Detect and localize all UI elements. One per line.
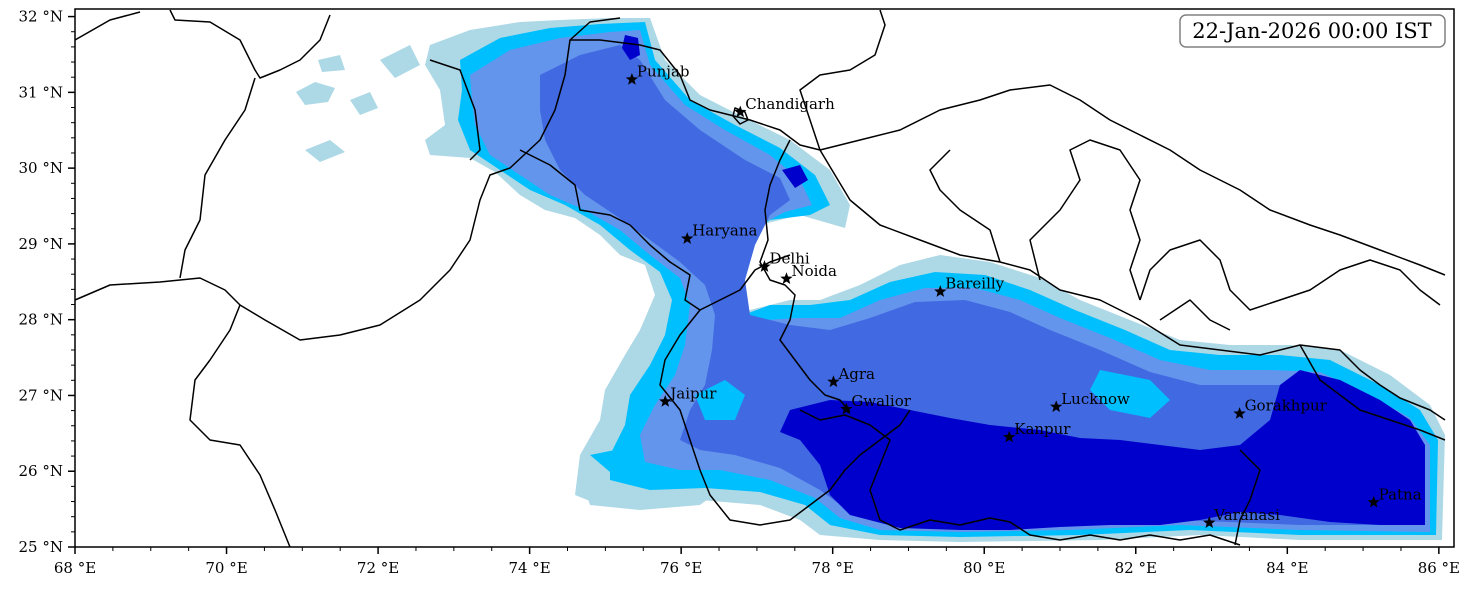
pakistan-interior-3 bbox=[189, 304, 291, 547]
precipitation-layer bbox=[296, 18, 1445, 542]
precip-level-4-hole-a bbox=[695, 380, 745, 420]
city-label-delhi: Delhi bbox=[770, 250, 810, 268]
city-star-icon-lucknow bbox=[1050, 400, 1063, 413]
pakistan-interior-1 bbox=[169, 9, 331, 79]
city-label-patna: Patna bbox=[1379, 485, 1422, 503]
y-tick-label: 26 °N bbox=[19, 462, 63, 480]
x-tick-label: 86 °E bbox=[1418, 559, 1460, 577]
city-label-gorakhpur: Gorakhpur bbox=[1245, 397, 1328, 415]
x-tick-label: 72 °E bbox=[357, 559, 399, 577]
city-label-haryana: Haryana bbox=[692, 222, 757, 240]
nepal-north-border bbox=[819, 84, 1446, 276]
city-label-kanpur: Kanpur bbox=[1014, 420, 1071, 438]
x-tick-label: 80 °E bbox=[963, 559, 1005, 577]
city-label-noida: Noida bbox=[791, 262, 837, 280]
city-label-gwalior: Gwalior bbox=[851, 392, 911, 410]
nepal-districts-1 bbox=[1029, 139, 1141, 301]
x-tick-label: 76 °E bbox=[660, 559, 702, 577]
precip-level-5 bbox=[780, 370, 1425, 530]
y-tick-label: 31 °N bbox=[19, 83, 63, 101]
y-tick-label: 32 °N bbox=[19, 8, 63, 26]
y-tick-label: 25 °N bbox=[19, 538, 63, 556]
delhi-up-border bbox=[759, 139, 851, 413]
up-nepal-border bbox=[819, 149, 1446, 421]
city-star-icon-punjab bbox=[625, 72, 639, 85]
timestamp-box: 22-Jan-2026 00:00 IST bbox=[1179, 14, 1446, 48]
city-star-icon-varanasi bbox=[1203, 516, 1216, 529]
boundary-layer bbox=[75, 9, 1446, 547]
city-star-icon-agra bbox=[827, 375, 840, 388]
bihar-north bbox=[1299, 344, 1446, 441]
tibet-border bbox=[799, 9, 886, 151]
haryana-rajasthan-border bbox=[519, 149, 791, 311]
precip-level-5-east-blob bbox=[1300, 460, 1330, 488]
x-tick-label: 82 °E bbox=[1115, 559, 1157, 577]
timestamp-text: 22-Jan-2026 00:00 IST bbox=[1192, 19, 1431, 43]
city-label-varanasi: Varanasi bbox=[1213, 506, 1280, 524]
x-tick-label: 74 °E bbox=[508, 559, 550, 577]
precip-level-4 bbox=[540, 45, 1425, 528]
city-star-icon-patna bbox=[1367, 495, 1380, 508]
nepal-districts-2 bbox=[1139, 239, 1441, 311]
city-star-icon-bareilly bbox=[934, 285, 947, 297]
city-label-chandigarh: Chandigarh bbox=[745, 95, 835, 113]
x-tick-label: 84 °E bbox=[1266, 559, 1308, 577]
city-star-icon-haryana bbox=[681, 232, 694, 244]
timestamp-frame bbox=[1179, 14, 1446, 48]
city-label-lucknow: Lucknow bbox=[1061, 390, 1130, 408]
city-star-icon-noida bbox=[780, 272, 793, 285]
city-star-icon-jaipur bbox=[659, 395, 672, 407]
city-label-jaipur: Jaipur bbox=[668, 385, 717, 403]
city-label-agra: Agra bbox=[837, 365, 875, 383]
nepal-districts-4 bbox=[929, 149, 1001, 263]
precip-level-1-west bbox=[296, 45, 420, 162]
axis-ticks: 68 °E 70 °E 72 °E 74 °E 76 °E 78 °E 80 °E 82 °E… bbox=[19, 8, 1460, 577]
up-mp-border bbox=[799, 409, 1241, 546]
x-tick-label: 78 °E bbox=[812, 559, 854, 577]
pakistan-interior-4 bbox=[429, 59, 481, 161]
pakistan-interior-2 bbox=[179, 77, 256, 279]
y-tick-label: 28 °N bbox=[19, 311, 63, 329]
x-tick-label: 68 °E bbox=[54, 559, 96, 577]
precip-level-4-hole-b bbox=[1090, 370, 1170, 418]
plot-frame bbox=[74, 8, 1455, 548]
international-border-west bbox=[75, 17, 621, 341]
city-star-icon-kanpur bbox=[1003, 430, 1016, 443]
city-label-punjab: Punjab bbox=[637, 62, 690, 80]
bihar-up-border bbox=[1234, 449, 1261, 546]
rajasthan-mp-border bbox=[659, 309, 911, 526]
city-label-bareilly: Bareilly bbox=[945, 275, 1004, 293]
precip-level-5-mid-blob bbox=[782, 165, 808, 188]
border-north-1 bbox=[75, 11, 141, 41]
x-tick-label: 70 °E bbox=[205, 559, 247, 577]
y-tick-label: 29 °N bbox=[19, 235, 63, 253]
city-star-icon-chandigarh bbox=[734, 105, 747, 118]
punjab-border bbox=[570, 39, 821, 151]
precip-level-5-north-blob bbox=[622, 35, 640, 60]
y-tick-label: 27 °N bbox=[19, 386, 63, 404]
nepal-districts-3 bbox=[1159, 299, 1231, 331]
city-star-icon-gorakhpur bbox=[1233, 407, 1246, 419]
city-star-icon-delhi bbox=[758, 260, 771, 272]
y-tick-label: 30 °N bbox=[19, 159, 63, 177]
city-star-icon-gwalior bbox=[840, 402, 853, 415]
